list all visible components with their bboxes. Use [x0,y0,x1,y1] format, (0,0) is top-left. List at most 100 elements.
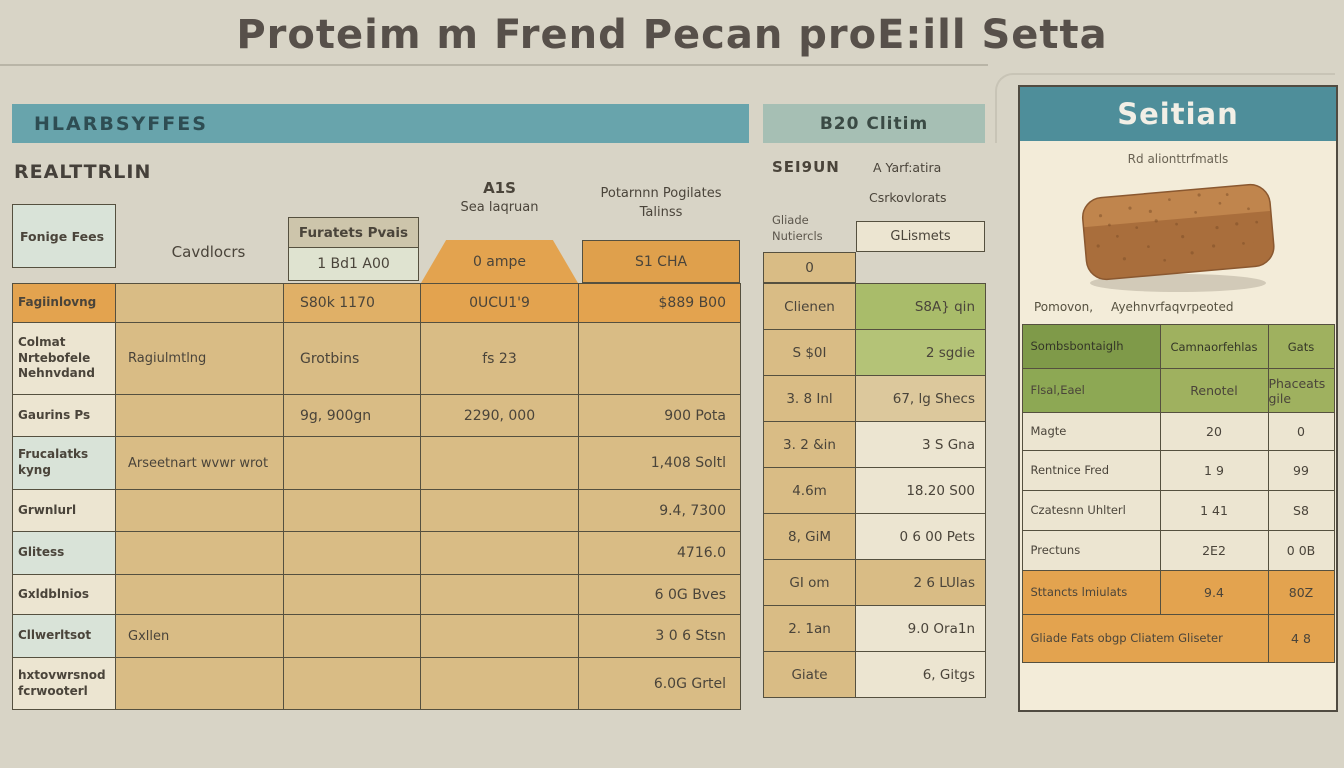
seitan-cell-r4c2: 0 0B [1268,531,1335,571]
left-cell-r0c4: $889 B00 [579,284,741,323]
middle-label-right2: Csrkovlorats [869,190,947,205]
seitan-cell-r2c0: Rentnice Fred [1022,451,1161,491]
middle-label-gliade-line2: Nutiercls [772,228,823,243]
left-cell-r2c4: 900 Pota [579,395,741,437]
middle-cell-r3c1: 3 S Gna [856,422,986,468]
left-cell-r7c2 [284,615,421,658]
left-table-row: Frucalatks kyng Arseetnart wvwr wrot 1,408… [13,437,741,490]
seitan-header-c1: Camnaorfehlas [1160,325,1269,369]
left-cell-r7c4: 3 0 6 Stsn [579,615,741,658]
seitan-card: Seitian Rd alionttrfmatls [1018,85,1338,712]
middle-cell-r3c0: 3. 2 &in [764,422,856,468]
left-cell-r3c2 [284,437,421,490]
left-cell-r0c0: Fagiinlovng [13,284,116,323]
left-table-row: Colmat Nrtebofele Nehnvdand Ragiulmtlng Gr… [13,323,741,395]
seitan-table-row: Rentnice Fred 1 9 99 [1022,451,1335,491]
middle-table-row: S $0I 2 sgdie [764,330,986,376]
seitan-cell-r0c1: Renotel [1160,369,1269,413]
middle-cell-r7c0: 2. 1an [764,606,856,652]
left-col3-label-line2: Sea laqruan [460,200,539,215]
seitan-cell-r3c0: Czatesnn Uhlterl [1022,491,1161,531]
seitan-table-row: Czatesnn Uhlterl 1 41 S8 [1022,491,1335,531]
left-table-row: Gaurins Ps 9g, 900gn 2290, 000 900 Pota [13,395,741,437]
left-cell-r1c3: fs 23 [421,323,579,395]
left-col3-label-line1: A1S [483,179,516,197]
middle-table: Clienen S8A} qin S $0I 2 sgdie 3. 8 Inl 67, l… [763,283,986,698]
seitan-table-row: Flsal,Eael Renotel Phaceats gile [1022,369,1335,413]
middle-cell-r6c0: GI om [764,560,856,606]
left-cell-r3c3 [421,437,579,490]
seitan-table-row: Magte 20 0 [1022,413,1335,451]
seitan-cell-r0c2: Phaceats gile [1268,369,1335,413]
left-col3-header-cell: 0 ampe [421,240,578,283]
left-cell-r8c4: 6.0G Grtel [579,658,741,710]
seitan-cell-r2c1: 1 9 [1160,451,1269,491]
seitan-cell-r0c0: Flsal,Eael [1022,369,1161,413]
middle-label-gliade: Gliade Nutiercls [772,213,823,244]
left-table-row: Grwnlurl 9.4, 7300 [13,490,741,532]
left-cell-r0c1 [116,284,284,323]
left-cell-r6c2 [284,575,421,615]
bread-caption: Pomovon, Ayehnvrfaqvrpeoted [1020,298,1336,314]
left-col4-label-line1: Potarnnn Pogilates [600,186,722,201]
middle-table-row: 3. 8 Inl 67, lg Shecs [764,376,986,422]
left-cell-r5c3 [421,532,579,575]
middle-cell-r0c1: S8A} qin [856,284,986,330]
bread-caption-left: Pomovon, [1034,300,1094,314]
left-cell-r8c0: hxtovwrsnod fcrwooterl [13,658,116,710]
middle-cell-r2c0: 3. 8 Inl [764,376,856,422]
left-cell-r7c1: Gxllen [116,615,284,658]
left-col4-header-cell: S1 CHA [582,240,740,283]
middle-table-row: 3. 2 &in 3 S Gna [764,422,986,468]
middle-table-row: 8, GiM 0 6 00 Pets [764,514,986,560]
left-col1-label: Cavdlocrs [171,243,246,261]
middle-table-row: 4.6m 18.20 S00 [764,468,986,514]
seitan-table-row: Prectuns 2E2 0 0B [1022,531,1335,571]
left-cell-r6c1 [116,575,284,615]
left-cell-r4c4: 9.4, 7300 [579,490,741,532]
middle-label-seigun: SEI9UN [772,158,840,176]
middle-cell-r0c0: Clienen [764,284,856,330]
left-cell-r8c2 [284,658,421,710]
left-table-row: Glitess 4716.0 [13,532,741,575]
middle-cell-r5c0: 8, GiM [764,514,856,560]
seitan-cell-r4c0: Prectuns [1022,531,1161,571]
middle-cell-r1c1: 2 sgdie [856,330,986,376]
left-cell-r2c1 [116,395,284,437]
middle-cell-r4c1: 18.20 S00 [856,468,986,514]
left-table-row: Cllwerltsot Gxllen 3 0 6 Stsn [13,615,741,658]
middle-cell-r7c1: 9.0 Ora1n [856,606,986,652]
left-cell-r7c0: Cllwerltsot [13,615,116,658]
seitan-cell-r3c1: 1 41 [1160,491,1269,531]
seitan-header-c0: Sombsbontaiglh [1022,325,1161,369]
middle-cell-r2c1: 67, lg Shecs [856,376,986,422]
middle-cell-r8c1: 6, Gitgs [856,652,986,698]
left-cell-r3c4: 1,408 Soltl [579,437,741,490]
seitan-table-header-row: Sombsbontaiglh Camnaorfehlas Gats [1022,325,1335,369]
left-cell-r8c3 [421,658,579,710]
middle-table-row: GI om 2 6 LUlas [764,560,986,606]
left-col4-label-line2: Talinss [639,204,683,220]
left-col2-header-cell: Furatets Pvais [288,217,419,248]
page-title: Proteim m Frend Pecan proE:ill Setta [236,12,1108,58]
left-table-row: Fagiinlovng S80k 1170 0UCU1'9 $889 B00 [13,284,741,323]
left-cell-r6c4: 6 0G Bves [579,575,741,615]
seitan-cell-r4c1: 2E2 [1160,531,1269,571]
left-cell-r4c0: Grwnlurl [13,490,116,532]
seitan-table-row: Sttancts lmiulats 9.4 80Z [1022,571,1335,615]
left-cell-r1c0: Colmat Nrtebofele Nehnvdand [13,323,116,395]
left-cell-r7c3 [421,615,579,658]
seitan-header-c2: Gats [1268,325,1335,369]
left-table-row: Gxldblnios 6 0G Bves [13,575,741,615]
left-cell-r0c2: S80k 1170 [284,284,421,323]
left-cell-r8c1 [116,658,284,710]
middle-zero-cell: 0 [763,252,856,283]
left-col4-label: Potarnnn Pogilates Talinss [583,185,739,223]
middle-cell-r6c1: 2 6 LUlas [856,560,986,606]
left-cell-r3c1: Arseetnart wvwr wrot [116,437,284,490]
seitan-table-row: Gliade Fats obgp Cliatem Gliseter 4 8 [1022,615,1335,663]
seitan-cell-r1c2: 0 [1268,413,1335,451]
seitan-cell-r5c0: Sttancts lmiulats [1022,571,1161,615]
seitan-cell-r6c1: 4 8 [1268,615,1335,663]
left-cell-r3c0: Frucalatks kyng [13,437,116,490]
